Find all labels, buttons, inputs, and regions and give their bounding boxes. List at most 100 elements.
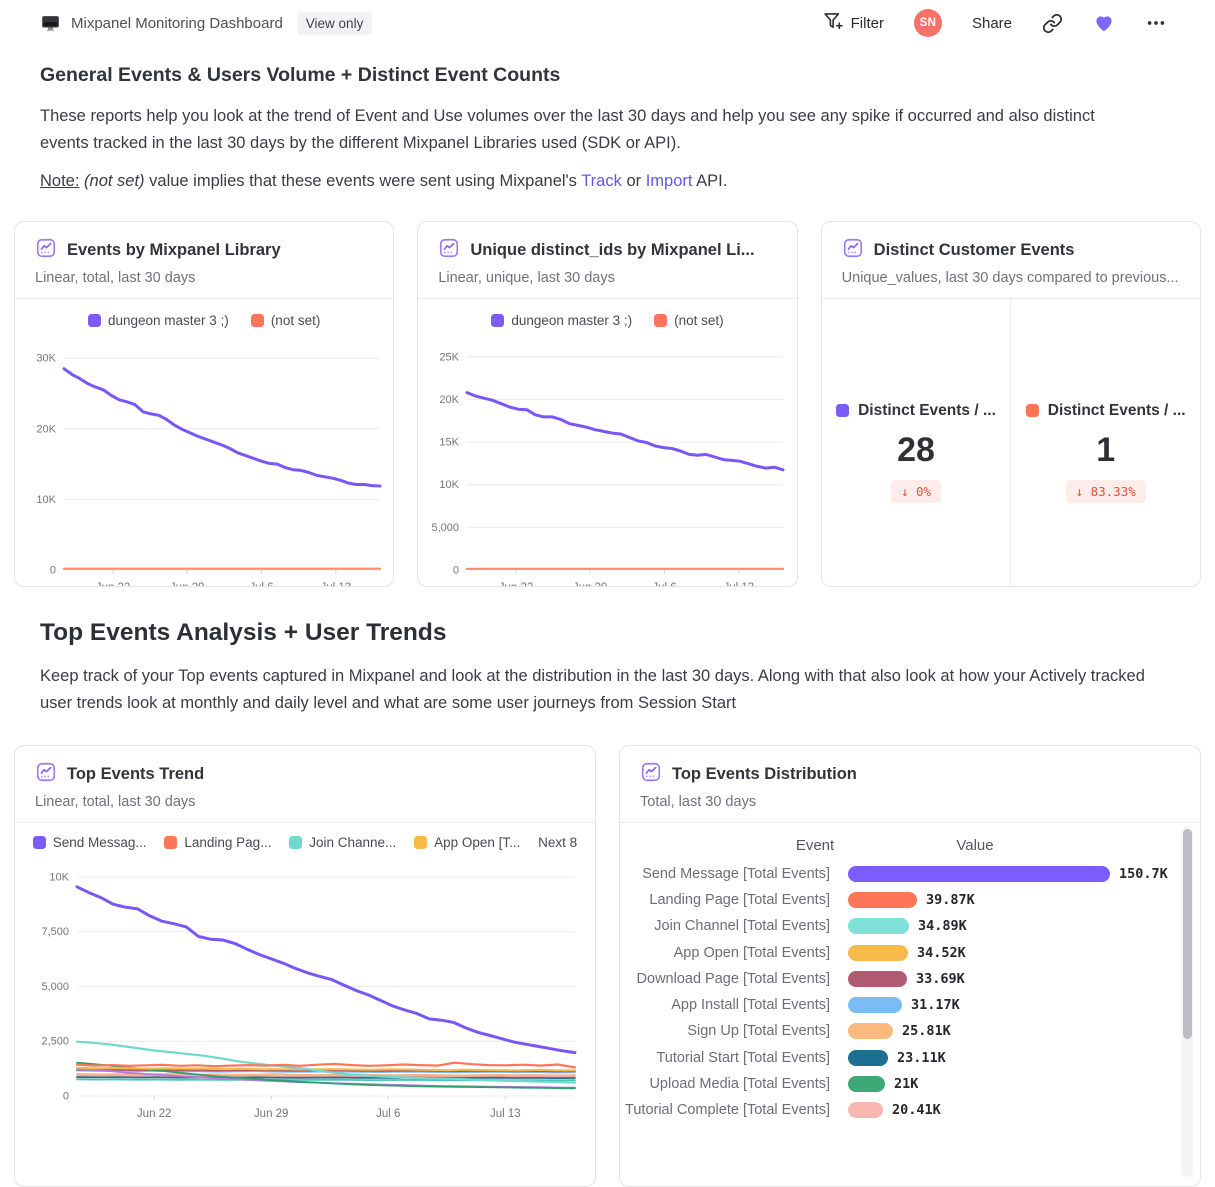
top-bar-actions: Filter SN Share [823, 9, 1167, 37]
value-bar [848, 1076, 885, 1093]
legend-label: Join Channe... [309, 834, 397, 850]
card-top-events-trend[interactable]: Top Events Trend Linear, total, last 30 … [14, 744, 596, 1187]
value-text: 34.52K [917, 944, 966, 961]
svg-text:Jun 29: Jun 29 [170, 582, 205, 587]
card-title: Top Events Trend [67, 764, 205, 783]
legend-swatch [654, 313, 668, 327]
table-row[interactable]: Join Channel [Total Events] 34.89K [620, 913, 1200, 939]
card-header: Distinct Customer Events Unique_values, … [822, 222, 1200, 298]
unique-distinct-ids-chart[interactable]: 0 5,000 10K 15K 20K 25K Jun 22 Jun 29 Jul 6 Jul 1… [423, 330, 791, 587]
legend-next-8[interactable]: Next 8 [538, 834, 578, 850]
metric-delta-badge: ↓ 0% [890, 479, 942, 503]
value-text: 31.17K [911, 997, 960, 1014]
filter-label: Filter [850, 14, 884, 32]
card-title: Distinct Customer Events [873, 240, 1075, 259]
legend-item[interactable]: dungeon master 3 ;) [87, 313, 229, 328]
svg-text:5,000: 5,000 [432, 522, 460, 534]
divider [620, 821, 1200, 823]
event-label: Tutorial Complete [Total Events] [625, 1102, 830, 1119]
svg-text:0: 0 [50, 564, 56, 576]
section2-heading: Top Events Analysis + User Trends [40, 618, 447, 646]
card-title: Unique distinct_ids by Mixpanel Li... [470, 240, 755, 259]
chart-legend: dungeon master 3 ;) (not set) [418, 313, 796, 328]
svg-text:Jun 22: Jun 22 [499, 582, 534, 587]
metric-label: Distinct Events / ... [858, 401, 996, 419]
table-row[interactable]: Sign Up [Total Events] 25.81K [620, 1018, 1200, 1044]
legend-item[interactable]: App Open [T... [414, 835, 520, 850]
metric-swatch [836, 404, 850, 418]
event-label: Sign Up [Total Events] [687, 1023, 830, 1040]
value-text: 25.81K [902, 1023, 951, 1040]
svg-text:25K: 25K [440, 351, 460, 363]
svg-text:30K: 30K [37, 352, 57, 364]
svg-text:Jun 22: Jun 22 [96, 582, 131, 587]
dashboard-title-group: Mixpanel Monitoring Dashboard View only [40, 11, 373, 35]
card-top-events-distribution[interactable]: Top Events Distribution Total, last 30 d… [619, 744, 1201, 1187]
section1-heading: General Events & Users Volume + Distinct… [40, 64, 561, 86]
svg-text:Jul 13: Jul 13 [321, 582, 352, 587]
note-text: value implies that these events were sen… [149, 171, 582, 190]
legend-item[interactable]: Join Channe... [289, 835, 396, 850]
top-events-trend-chart[interactable]: 0 2,500 5,000 7,500 10K Jun 22 Jun 29 Jul 6 Jul … [27, 852, 583, 1124]
avatar[interactable]: SN [913, 9, 942, 37]
legend-item[interactable]: Send Messag... [32, 835, 147, 850]
event-label: App Open [Total Events] [673, 944, 830, 961]
chart-icon [35, 761, 57, 788]
page-title: Mixpanel Monitoring Dashboard [71, 14, 283, 32]
svg-text:0: 0 [63, 1090, 69, 1102]
scrollbar-track[interactable] [1181, 826, 1193, 1177]
filter-button[interactable]: Filter [823, 11, 884, 35]
event-label: Send Message [Total Events] [642, 865, 830, 882]
card-unique-distinct-ids[interactable]: Unique distinct_ids by Mixpanel Li... Li… [417, 220, 798, 587]
scrollbar-thumb[interactable] [1182, 828, 1192, 1039]
value-text: 23.11K [897, 1049, 946, 1066]
note-italic: (not set) [79, 171, 150, 190]
link-icon[interactable] [1042, 13, 1063, 34]
share-label: Share [971, 14, 1012, 32]
import-link[interactable]: Import [645, 171, 693, 190]
legend-label: (not set) [674, 312, 724, 328]
table-row[interactable]: Upload Media [Total Events] 21K [620, 1071, 1200, 1097]
svg-text:Jul 6: Jul 6 [653, 582, 677, 587]
legend-label: App Open [T... [434, 834, 521, 850]
legend-swatch [164, 835, 178, 849]
note-text-end: API. [692, 171, 728, 190]
more-options-icon[interactable] [1145, 12, 1167, 34]
cards-row-2: Top Events Trend Linear, total, last 30 … [0, 744, 1215, 1187]
event-label: Landing Page [Total Events] [649, 892, 830, 908]
share-button[interactable]: Share [972, 15, 1012, 32]
table-row[interactable]: App Open [Total Events] 34.52K [620, 939, 1200, 965]
event-label: App Install [Total Events] [671, 997, 830, 1014]
table-row[interactable]: Tutorial Start [Total Events] 23.11K [620, 1045, 1200, 1071]
metric-label: Distinct Events / ... [1047, 401, 1186, 419]
value-bar [848, 1102, 883, 1119]
card-title: Events by Mixpanel Library [67, 240, 281, 259]
monitor-icon [40, 13, 61, 34]
card-distinct-customer-events[interactable]: Distinct Customer Events Unique_values, … [820, 220, 1201, 587]
svg-text:15K: 15K [440, 436, 460, 448]
card-events-by-library[interactable]: Events by Mixpanel Library Linear, total… [14, 220, 395, 587]
value-text: 39.87K [926, 892, 975, 908]
legend-item[interactable]: (not set) [654, 313, 724, 328]
table-row[interactable]: Tutorial Complete [Total Events] 20.41K [620, 1097, 1200, 1123]
track-link[interactable]: Track [581, 171, 622, 190]
legend-swatch [491, 313, 505, 327]
table-row[interactable]: Download Page [Total Events] 33.69K [620, 966, 1200, 992]
event-label: Join Channel [Total Events] [654, 918, 830, 935]
favorite-heart-icon[interactable] [1093, 12, 1115, 34]
metric-value: 28 [897, 430, 935, 469]
event-label: Upload Media [Total Events] [649, 1076, 830, 1093]
legend-item[interactable]: (not set) [250, 313, 320, 328]
metric-distinct-events-2[interactable]: Distinct Events / ... 1 ↓ 83.33% [1010, 298, 1200, 586]
svg-text:2,500: 2,500 [41, 1035, 69, 1047]
card-subtitle: Linear, unique, last 30 days [438, 269, 615, 286]
legend-item[interactable]: dungeon master 3 ;) [491, 313, 632, 328]
events-by-library-chart[interactable]: 0 10K 20K 30K Jun 22 Jun 29 Jul 6 Jul 13 [20, 330, 388, 587]
metric-distinct-events-1[interactable]: Distinct Events / ... 28 ↓ 0% [822, 299, 1011, 586]
table-row[interactable]: App Install [Total Events] 31.17K [620, 992, 1200, 1018]
table-row[interactable]: Send Message [Total Events] 150.7K [620, 861, 1200, 887]
legend-item[interactable]: Landing Pag... [164, 835, 271, 850]
card-subtitle: Linear, total, last 30 days [35, 793, 196, 810]
table-row[interactable]: Landing Page [Total Events] 39.87K [620, 887, 1200, 913]
card-header: Top Events Trend Linear, total, last 30 … [15, 746, 595, 822]
